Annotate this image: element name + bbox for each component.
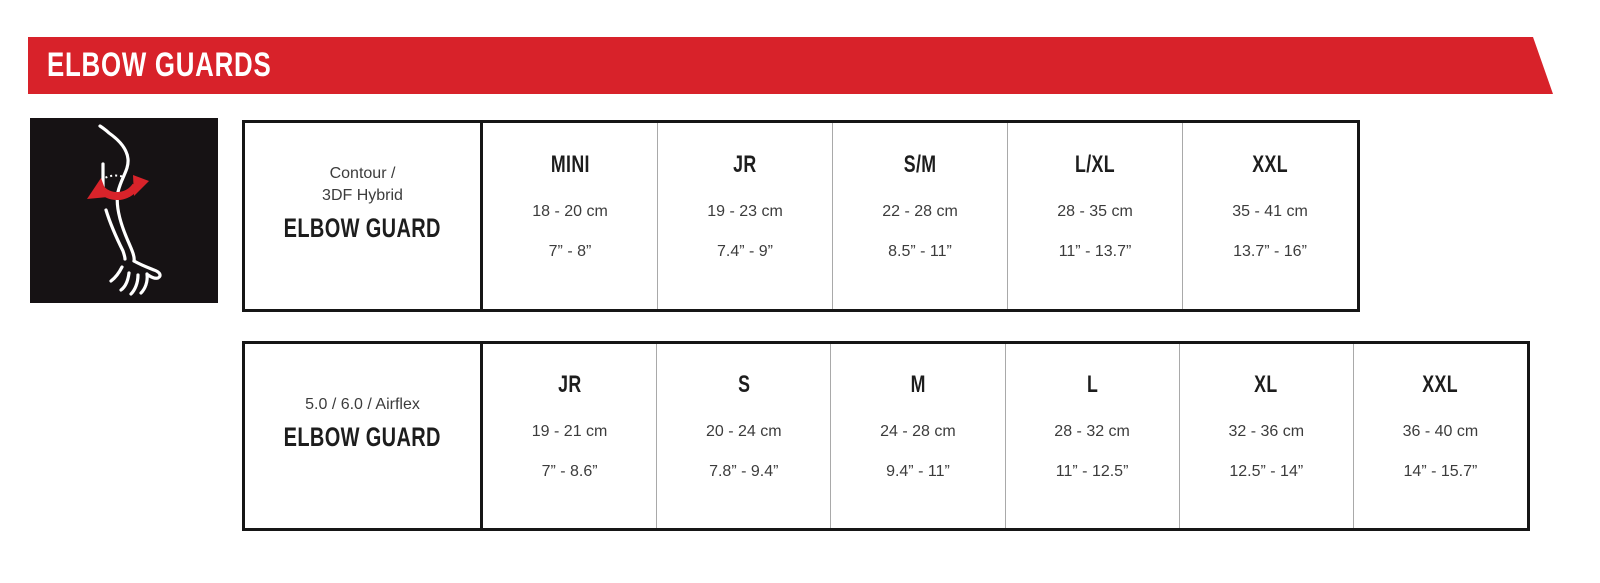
size-range-cm: 20 - 24 cm xyxy=(705,423,782,440)
product-line: Contour / xyxy=(329,165,396,182)
product-line: 5.0 / 6.0 / Airflex xyxy=(305,396,420,413)
size-column-sm: S/M 22 - 28 cm 8.5” - 11” xyxy=(833,123,1008,309)
size-range-cm: 18 - 20 cm xyxy=(532,203,608,220)
size-range-inches: 12.5” - 14” xyxy=(1229,463,1304,480)
product-label-cell: 5.0 / 6.0 / Airflex ELBOW GUARD xyxy=(245,344,483,528)
size-column-jr: JR 19 - 23 cm 7.4” - 9” xyxy=(658,123,833,309)
size-name: S xyxy=(737,371,750,398)
size-name: S/M xyxy=(903,151,937,178)
size-range-cm: 36 - 40 cm xyxy=(1402,423,1479,440)
size-name: JR xyxy=(733,151,757,178)
size-name: JR xyxy=(557,371,582,398)
size-range-inches: 7” - 8” xyxy=(548,243,592,260)
size-range-inches: 7.8” - 9.4” xyxy=(709,463,779,480)
size-name: M xyxy=(910,371,926,398)
size-range-cm: 24 - 28 cm xyxy=(880,423,956,440)
size-name: XXL xyxy=(1422,371,1459,398)
size-column-xl: XL 32 - 36 cm 12.5” - 14” xyxy=(1180,344,1354,528)
elbow-guards-banner: ELBOW GUARDS xyxy=(28,37,1553,94)
size-column-jr: JR 19 - 21 cm 7” - 8.6” xyxy=(483,344,658,528)
size-name: L xyxy=(1086,371,1098,398)
size-range-inches: 11” - 13.7” xyxy=(1058,243,1132,260)
size-range-inches: 13.7” - 16” xyxy=(1233,243,1307,260)
product-label-cell: Contour / 3DF Hybrid ELBOW GUARD xyxy=(245,123,483,309)
size-range-inches: 7.4” - 9” xyxy=(716,243,773,260)
page-title: ELBOW GUARDS xyxy=(47,46,272,84)
size-column-mini: MINI 18 - 20 cm 7” - 8” xyxy=(483,123,658,309)
product-type: ELBOW GUARD xyxy=(283,422,442,452)
size-range-inches: 7” - 8.6” xyxy=(541,463,598,480)
size-range-cm: 35 - 41 cm xyxy=(1232,203,1308,220)
dotted-measure-line xyxy=(100,174,125,181)
size-table-contour-3df-hybrid: Contour / 3DF Hybrid ELBOW GUARD MINI 18… xyxy=(242,120,1360,312)
size-name: XXL xyxy=(1252,151,1288,178)
size-range-inches: 8.5” - 11” xyxy=(888,243,952,260)
arm-illustration-icon xyxy=(87,124,162,296)
size-column-m: M 24 - 28 cm 9.4” - 11” xyxy=(831,344,1006,528)
product-line: 3DF Hybrid xyxy=(322,187,403,204)
size-range-cm: 28 - 32 cm xyxy=(1054,423,1130,440)
size-range-cm: 22 - 28 cm xyxy=(882,203,958,220)
size-column-s: S 20 - 24 cm 7.8” - 9.4” xyxy=(657,344,832,528)
size-range-cm: 19 - 23 cm xyxy=(707,203,783,220)
size-range-inches: 14” - 15.7” xyxy=(1403,463,1478,480)
elbow-measurement-illustration xyxy=(30,118,218,303)
product-type: ELBOW GUARD xyxy=(283,213,442,243)
size-column-xxl: XXL 35 - 41 cm 13.7” - 16” xyxy=(1183,123,1357,309)
size-table-5060-airflex: 5.0 / 6.0 / Airflex ELBOW GUARD JR 19 - … xyxy=(242,341,1530,531)
size-range-cm: 32 - 36 cm xyxy=(1228,423,1305,440)
size-name: L/XL xyxy=(1075,151,1115,178)
size-range-inches: 9.4” - 11” xyxy=(886,463,950,480)
size-name: MINI xyxy=(550,151,590,178)
size-column-lxl: L/XL 28 - 35 cm 11” - 13.7” xyxy=(1008,123,1183,309)
size-range-cm: 28 - 35 cm xyxy=(1057,203,1133,220)
size-name: XL xyxy=(1254,371,1278,398)
size-range-cm: 19 - 21 cm xyxy=(531,423,608,440)
size-range-inches: 11” - 12.5” xyxy=(1055,463,1129,480)
size-column-xxl: XXL 36 - 40 cm 14” - 15.7” xyxy=(1354,344,1527,528)
red-measure-arrow xyxy=(87,175,149,200)
size-column-l: L 28 - 32 cm 11” - 12.5” xyxy=(1006,344,1180,528)
